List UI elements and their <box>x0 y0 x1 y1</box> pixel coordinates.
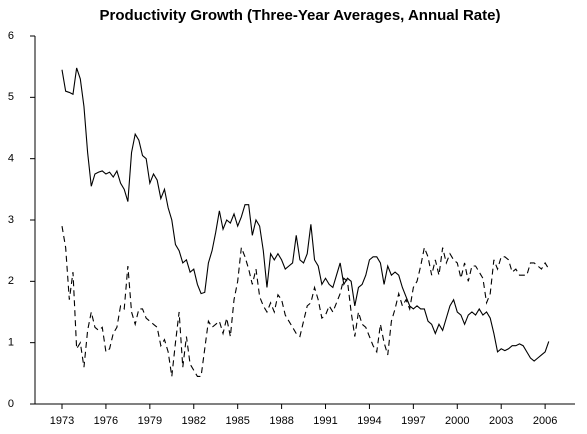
series-line <box>61 67 550 362</box>
y-tick-label: 2 <box>8 275 14 287</box>
x-tick-label: 2000 <box>445 415 469 427</box>
chart-title: Productivity Growth (Three-Year Averages… <box>100 7 501 24</box>
y-tick-label: 0 <box>8 398 14 410</box>
x-tick-label: 1994 <box>357 415 381 427</box>
x-tick-label: 1982 <box>182 415 206 427</box>
y-tick-label: 4 <box>8 153 14 165</box>
x-tick-label: 1979 <box>138 415 162 427</box>
y-tick-label: 6 <box>8 30 14 42</box>
x-tick-label: 1985 <box>225 415 249 427</box>
y-tick-label: 3 <box>8 214 14 226</box>
series-line <box>61 226 550 377</box>
x-tick-label: 1988 <box>269 415 293 427</box>
x-tick-label: 2003 <box>489 415 513 427</box>
y-tick-label: 5 <box>8 91 14 103</box>
x-tick-label: 2006 <box>533 415 557 427</box>
x-tick-label: 1991 <box>313 415 337 427</box>
y-tick-label: 1 <box>8 337 14 349</box>
x-tick-label: 1997 <box>401 415 425 427</box>
x-tick-label: 1976 <box>94 415 118 427</box>
x-tick-label: 1973 <box>50 415 74 427</box>
